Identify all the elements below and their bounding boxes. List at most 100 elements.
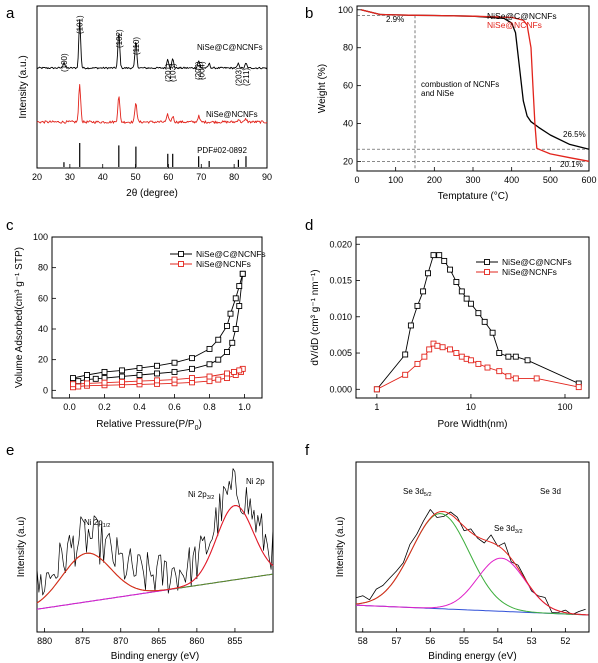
f-label-se3d32: Se 3d3/2 — [494, 524, 523, 535]
a-series-nise-ncnfs — [36, 83, 268, 124]
c-series-nise-ncnfs-point — [119, 378, 125, 385]
d-series-nise-ncnfs-point — [575, 384, 582, 391]
b-x-axis-label: Temptature (°C) — [438, 191, 509, 202]
c-series-nise-c-ncnfs-point — [206, 361, 213, 368]
panel-letter-f: f — [305, 442, 310, 459]
f-label-se3d: Se 3d — [540, 487, 561, 496]
e-x-axis-label: Binding energy (eV) — [111, 651, 199, 662]
b-x-tick-label: 0 — [354, 175, 359, 185]
c-x-axis-label-main: Relative Pressure(P/P — [96, 419, 195, 430]
d-series-nise-c-ncnfs-point — [425, 270, 431, 277]
d-series-nise-ncnfs-point — [373, 386, 380, 393]
b-annot-20-1: 20.1% — [560, 160, 583, 169]
chart-panel-d: 1 10 100 0.000 0.005 0.010 0.015 0.020 NiSe@C@NC… — [310, 236, 590, 430]
c-series-nise-c-ncnfs-point — [92, 375, 99, 382]
c-x-axis-label-tail: ) — [198, 419, 201, 430]
b-x-tick-label: 200 — [427, 175, 442, 185]
c-series-nise-c-ncnfs-point — [75, 378, 82, 385]
f-y-axis-label: Intensity (a.u) — [335, 517, 346, 578]
c-series-nise-ncnfs-point — [154, 377, 160, 384]
a-x-tick-label: 80 — [229, 172, 239, 182]
c-x-axis-label-sub: 0 — [195, 425, 199, 432]
c-y-tick-label: 20 — [38, 355, 48, 365]
chart-panel-c: 0.0 0.2 0.4 0.6 0.8 1.0 0 20 40 60 80 100 NiSe@C@NCN… — [14, 232, 266, 432]
d-y-tick-label: 0.000 — [329, 384, 352, 394]
d-series-nise-c-ncnfs — [376, 254, 579, 390]
c-series-nise-c-ncnfs-point — [232, 295, 239, 302]
c-series-nise-c-ncnfs-point — [136, 365, 143, 372]
c-y-axis-label: Volume Adsorbed(cm³ g⁻¹ STP) — [14, 247, 25, 388]
f-x-axis-label: Binding energy (eV) — [428, 651, 516, 662]
e-label-ni2p: Ni 2p — [246, 477, 265, 486]
chart-panel-b: 0 100 200 300 400 500 600 20 40 60 80 100 NiSe@C@NCN… — [317, 5, 597, 202]
c-series-nise-c-ncnfs-point — [229, 339, 236, 346]
a-x-tick-label: 90 — [262, 172, 272, 182]
b-series-nise-ncnfs — [360, 9, 590, 162]
d-series-nise-ncnfs-point — [434, 342, 441, 349]
d-series-nise-c-ncnfs-point — [496, 350, 503, 356]
c-y-tick-label: 100 — [33, 232, 48, 242]
b-y-tick-label: 60 — [343, 81, 353, 91]
f-x-tick-label: 52 — [560, 636, 570, 646]
a-series-label-black: NiSe@C@NCNFs — [197, 43, 263, 52]
e-series-ni2p12 — [36, 552, 274, 604]
c-black-legend-marker — [178, 251, 184, 257]
c-series-nise-ncnfs-point — [75, 383, 82, 390]
a-peak-label: (100) — [60, 53, 69, 72]
b-annot-26-5: 26.5% — [563, 130, 586, 139]
c-y-tick-label: 80 — [38, 263, 48, 273]
c-x-axis-label: Relative Pressure(P/P0) — [96, 419, 202, 432]
b-y-tick-label: 20 — [343, 157, 353, 167]
d-y-tick-label: 0.020 — [329, 239, 352, 249]
e-label-ni2p12-sub: 1/2 — [103, 523, 111, 529]
a-x-axis-label: 2θ (degree) — [126, 188, 178, 199]
c-series-nise-c-ncnfs-point — [154, 362, 160, 369]
d-series-nise-ncnfs-point — [447, 346, 454, 353]
b-x-tick-label: 300 — [465, 175, 480, 185]
d-plot-frame — [355, 236, 590, 399]
e-series-raw — [36, 468, 274, 596]
c-series-nise-ncnfs-point — [215, 376, 222, 383]
c-series-nise-c-ncnfs-point — [189, 365, 195, 372]
b-annot-2-9: 2.9% — [386, 15, 404, 24]
f-series-se3d32 — [355, 557, 589, 616]
d-series-nise-c-ncnfs-point — [505, 353, 512, 360]
a-x-tick-label: 60 — [163, 172, 173, 182]
c-y-tick-label: 40 — [38, 324, 48, 334]
d-series-nise-c-ncnfs-point — [512, 353, 519, 360]
c-series-nise-c-ncnfs-point — [154, 370, 160, 377]
d-series-nise-c-ncnfs-point — [467, 300, 474, 307]
a-x-tick-label: 50 — [131, 172, 141, 182]
panel-letter-c: c — [6, 217, 14, 234]
b-y-axis-label: Weight (%) — [317, 64, 328, 113]
d-y-tick-label: 0.015 — [329, 276, 352, 286]
d-series-nise-ncnfs-point — [439, 344, 446, 351]
d-y-tick-label: 0.010 — [329, 312, 352, 322]
b-x-tick-label: 400 — [504, 175, 519, 185]
f-label-se3d32-sub: 3/2 — [515, 529, 523, 535]
c-x-tick-label: 0.0 — [63, 402, 76, 412]
c-x-tick-label: 0.4 — [133, 402, 146, 412]
e-x-tick-label: 865 — [151, 636, 166, 646]
d-series-nise-ncnfs-point — [426, 346, 433, 353]
d-red-legend-label: NiSe@NCNFs — [502, 267, 557, 277]
e-plot-frame — [36, 461, 274, 633]
f-x-tick-label: 58 — [358, 636, 368, 646]
d-series-nise-c-ncnfs-point — [436, 252, 443, 259]
d-y-tick-label: 0.005 — [329, 348, 352, 358]
panel-letter-b: b — [305, 5, 313, 22]
d-series-nise-c-ncnfs-point — [524, 357, 531, 364]
a-peak-label: (202) — [194, 61, 203, 80]
c-series-nise-c-ncnfs-point — [224, 349, 230, 355]
d-series-nise-ncnfs-point — [421, 353, 428, 360]
b-legend-red: NiSe@NCNFs — [487, 20, 542, 30]
b-legend-black: NiSe@C@NCNFs — [487, 11, 557, 21]
f-x-tick-label: 57 — [392, 636, 402, 646]
f-label-se3d52: Se 3d5/2 — [403, 487, 432, 498]
d-series-nise-c-ncnfs-point — [463, 295, 470, 302]
chart-panel-a: 20 30 40 50 60 70 80 90 PDF#02-0892 NiSe@C@NCNFs N… — [18, 5, 272, 199]
d-x-tick-label: 100 — [557, 402, 572, 412]
d-series-nise-c-ncnfs-point — [475, 310, 482, 317]
